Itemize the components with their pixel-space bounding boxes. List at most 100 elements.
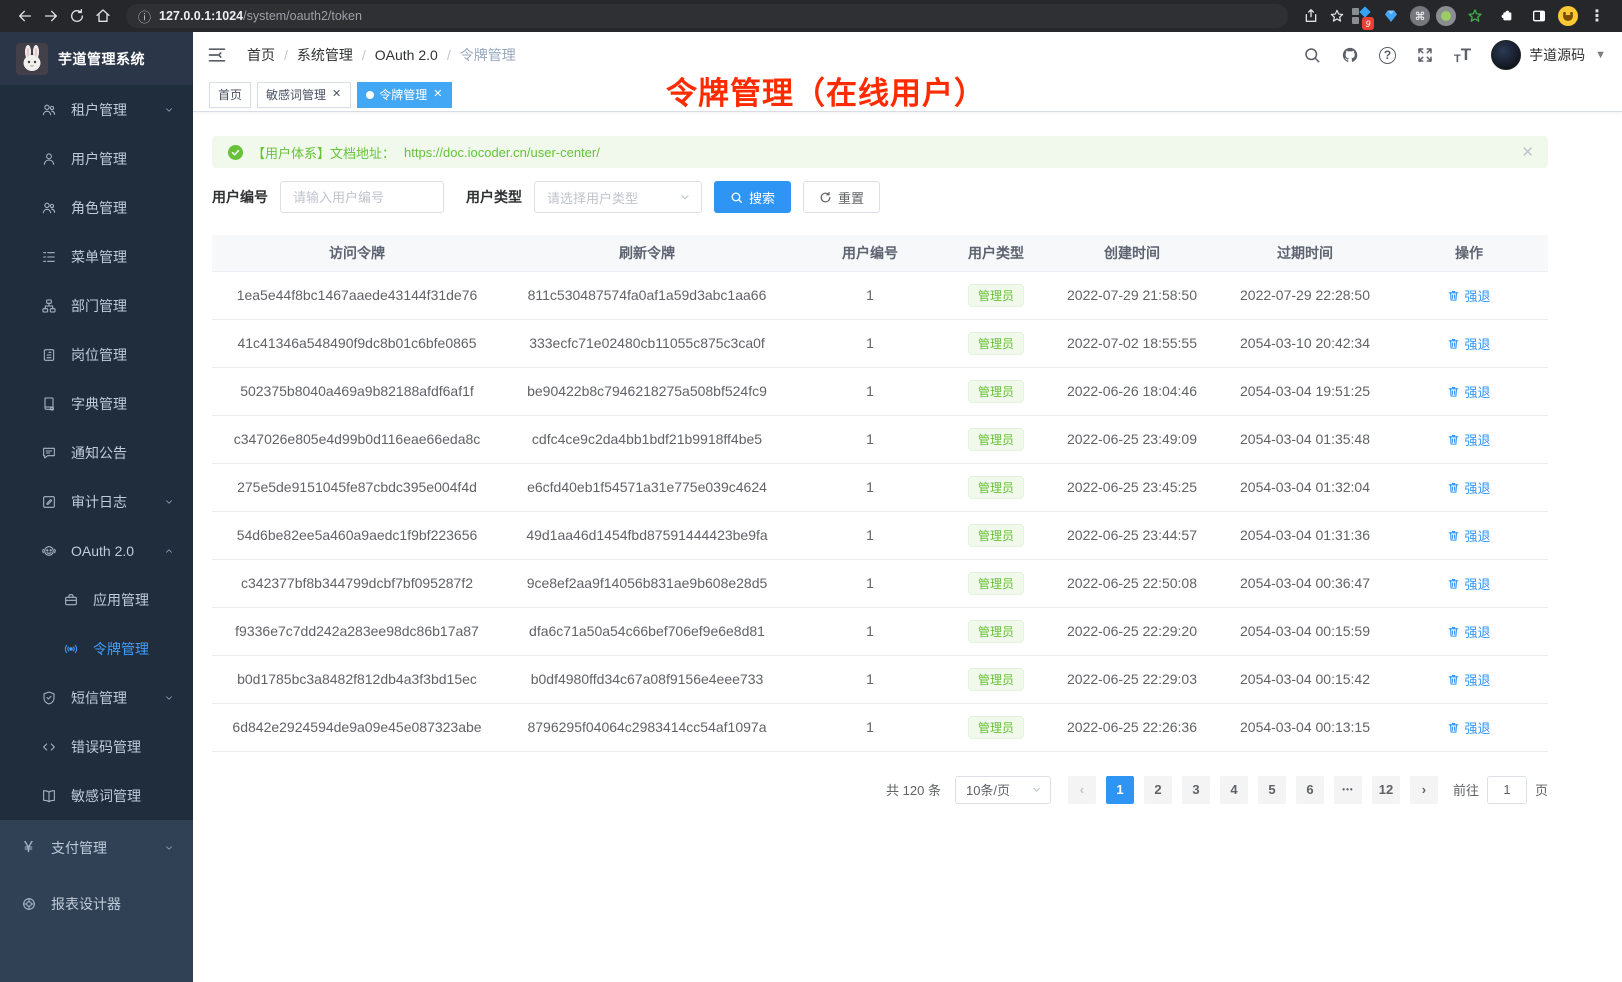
sidebar-item-post[interactable]: 岗位管理 — [0, 330, 193, 379]
side-panel-icon[interactable] — [1526, 3, 1552, 29]
page-button-5[interactable]: 5 — [1257, 775, 1286, 804]
created-time-cell: 2022-06-25 23:49:09 — [1044, 415, 1220, 464]
page-button-2[interactable]: 2 — [1143, 775, 1172, 804]
user-id-input[interactable] — [280, 181, 444, 213]
sidebar-item-dict[interactable]: 字典管理 — [0, 379, 193, 428]
page-button-1[interactable]: 1 — [1105, 775, 1134, 804]
page-button-4[interactable]: 4 — [1219, 775, 1248, 804]
breadcrumb-item[interactable]: 系统管理 — [296, 47, 353, 63]
sidebar-item-report[interactable]: 报表设计器 — [0, 876, 193, 932]
github-icon[interactable] — [1341, 46, 1359, 64]
force-logout-button[interactable]: 强退 — [1447, 334, 1491, 353]
page-button-6[interactable]: 6 — [1295, 775, 1324, 804]
site-info-icon[interactable]: ⓘ — [138, 9, 152, 25]
browser-reload-icon[interactable] — [64, 3, 90, 29]
share-icon[interactable] — [1298, 3, 1324, 29]
alert-close-icon[interactable]: ✕ — [1521, 144, 1534, 161]
sidebar-item-sms[interactable]: 短信管理 — [0, 673, 193, 722]
page-button-3[interactable]: 3 — [1181, 775, 1210, 804]
profile-emoji-icon[interactable] — [1558, 6, 1578, 26]
tab-close-icon[interactable]: ✕ — [332, 88, 342, 100]
next-page-button[interactable]: › — [1409, 775, 1438, 804]
user-id-cell: 1 — [792, 463, 948, 512]
sidebar-item-dept[interactable]: 部门管理 — [0, 281, 193, 330]
created-time-cell: 2022-06-25 23:45:25 — [1044, 463, 1220, 512]
force-logout-button[interactable]: 强退 — [1447, 478, 1491, 497]
search-icon[interactable] — [1303, 46, 1321, 64]
extension-gem-icon[interactable] — [1378, 3, 1404, 29]
breadcrumb-item[interactable]: 首页 — [247, 47, 275, 63]
page-ellipsis[interactable]: ••• — [1333, 775, 1362, 804]
tab-close-icon[interactable]: ✕ — [433, 88, 443, 100]
force-logout-button[interactable]: 强退 — [1447, 622, 1491, 641]
tags-view: 首页 敏感词管理 ✕ 令牌管理 ✕ — [193, 78, 1622, 112]
sidebar-item-label: 菜单管理 — [71, 248, 127, 265]
page-button-12[interactable]: 12 — [1371, 775, 1400, 804]
sidebar-item-oauth2-token[interactable]: 令牌管理 — [0, 624, 193, 673]
user-type-select[interactable]: 请选择用户类型 — [534, 181, 702, 213]
column-header: 访问令牌 — [212, 235, 502, 272]
trash-icon — [1447, 481, 1460, 494]
force-logout-button[interactable]: 强退 — [1447, 526, 1491, 545]
action-cell: 强退 — [1390, 271, 1548, 320]
table-row: 502375b8040a469a9b82188afdf6af1f be90422b… — [212, 367, 1548, 416]
action-cell: 强退 — [1390, 559, 1548, 608]
breadcrumb-item[interactable]: OAuth 2.0 — [374, 47, 438, 63]
org-icon — [40, 298, 57, 314]
goto-page-input[interactable] — [1486, 775, 1527, 804]
extension-grid-icon[interactable]: 9 — [1350, 5, 1374, 30]
force-logout-button[interactable]: 强退 — [1447, 286, 1491, 305]
search-button[interactable]: 搜索 — [714, 181, 792, 213]
extension-record-icon[interactable] — [1436, 6, 1456, 26]
sidebar-collapse-icon[interactable] — [207, 44, 229, 66]
force-logout-button[interactable]: 强退 — [1447, 430, 1491, 449]
sidebar-item-menu[interactable]: 菜单管理 — [0, 232, 193, 281]
sidebar-item-error-code[interactable]: 错误码管理 — [0, 722, 193, 771]
browser-forward-icon[interactable] — [38, 3, 64, 29]
force-logout-button[interactable]: 强退 — [1447, 718, 1491, 737]
force-logout-button[interactable]: 强退 — [1447, 670, 1491, 689]
sidebar-item-notice[interactable]: 通知公告 — [0, 428, 193, 477]
sidebar-item-label: 审计日志 — [71, 493, 127, 510]
alert-doc-link[interactable]: https://doc.iocoder.cn/user-center/ — [404, 144, 600, 160]
browser-back-icon[interactable] — [12, 3, 38, 29]
expire-time-cell: 2054-03-04 00:13:15 — [1220, 703, 1390, 752]
tab-home[interactable]: 首页 — [209, 81, 252, 108]
address-bar[interactable]: ⓘ 127.0.0.1:1024/system/oauth2/token — [126, 4, 1288, 28]
tab-sensitive-word[interactable]: 敏感词管理 ✕ — [257, 81, 352, 108]
trash-icon — [1447, 577, 1460, 590]
prev-page-button[interactable]: ‹ — [1067, 775, 1096, 804]
sidebar-item-tenant[interactable]: 租户管理 — [0, 85, 193, 134]
sidebar-item-role[interactable]: 角色管理 — [0, 183, 193, 232]
user-menu[interactable]: 芋道源码 ▼ — [1491, 40, 1606, 70]
user-id-cell: 1 — [792, 415, 948, 464]
sidebar-item-user[interactable]: 用户管理 — [0, 134, 193, 183]
sidebar: 芋道管理系统 租户管理 用户管理 角色管理菜单管理部门管理 岗位管理 字典管理 通知公告审… — [0, 32, 193, 982]
user-type-cell: 管理员 — [948, 703, 1044, 752]
browser-chrome: ⓘ 127.0.0.1:1024/system/oauth2/token 9 ⌘… — [0, 0, 1622, 32]
sidebar-item-sensitive-word[interactable]: 敏感词管理 — [0, 771, 193, 820]
extension-star-icon[interactable] — [1462, 3, 1488, 29]
extension-command-icon[interactable]: ⌘ — [1410, 6, 1430, 26]
force-logout-button[interactable]: 强退 — [1447, 574, 1491, 593]
breadcrumb-separator: / — [446, 47, 451, 63]
force-logout-button[interactable]: 强退 — [1447, 382, 1491, 401]
sidebar-item-pay[interactable]: ¥ 支付管理 — [0, 820, 193, 876]
created-time-cell: 2022-06-25 22:29:03 — [1044, 655, 1220, 704]
bookmark-star-icon[interactable] — [1324, 3, 1350, 29]
page-size-select[interactable]: 10条/页 — [954, 775, 1051, 804]
tab-token[interactable]: 令牌管理 ✕ — [357, 81, 453, 108]
sidebar-item-oauth2-app[interactable]: 应用管理 — [0, 575, 193, 624]
refresh-token-cell: e6cfd40eb1f54571a31e775e039c4624 — [502, 463, 792, 512]
reset-button[interactable]: 重置 — [803, 181, 881, 213]
sidebar-item-audit-log[interactable]: 审计日志 — [0, 477, 193, 526]
browser-menu-icon[interactable]: ⋮ — [1589, 8, 1605, 25]
oauth-icon — [40, 543, 57, 559]
extensions-puzzle-icon[interactable] — [1494, 3, 1520, 29]
app-logo[interactable]: 芋道管理系统 — [0, 32, 193, 85]
browser-home-icon[interactable] — [90, 3, 116, 29]
sidebar-item-oauth2[interactable]: OAuth 2.0 — [0, 526, 193, 575]
fullscreen-icon[interactable] — [1416, 46, 1434, 64]
help-icon[interactable]: ? — [1378, 46, 1396, 64]
